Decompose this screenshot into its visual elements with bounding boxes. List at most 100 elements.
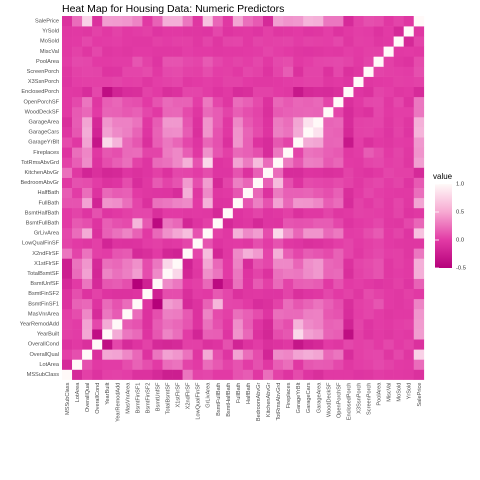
- heatmap-cell: [363, 197, 374, 209]
- heatmap-cell: [393, 36, 404, 47]
- heatmap-cell: [283, 167, 294, 178]
- heatmap-cell: [263, 329, 274, 340]
- heatmap-cell: [142, 46, 153, 57]
- heatmap-cell: [152, 187, 163, 199]
- heatmap-cell: [92, 268, 103, 279]
- heatmap-cell: [92, 46, 103, 57]
- heatmap-cell: [373, 96, 384, 108]
- heatmap-cell: [383, 86, 394, 98]
- heatmap-cell: [62, 197, 73, 209]
- heatmap-cell: [323, 369, 334, 380]
- heatmap-cell: [92, 96, 103, 108]
- heatmap-cell: [132, 258, 143, 269]
- heatmap-cell: [343, 56, 354, 67]
- heatmap-cell: [263, 106, 274, 118]
- heatmap-cell: [172, 36, 183, 47]
- heatmap-cell: [112, 298, 123, 310]
- heatmap-cell: [162, 228, 173, 239]
- y-tick-label: HalfBath: [38, 190, 59, 196]
- heatmap-cell: [132, 207, 143, 219]
- legend-ticks: 1.0 0.5 0.0 -0.5: [435, 182, 466, 272]
- heatmap-cell: [283, 288, 294, 300]
- heatmap-cell: [353, 16, 364, 27]
- heatmap-cell: [142, 197, 153, 209]
- heatmap-cell: [92, 106, 103, 118]
- heatmap-cell: [353, 177, 364, 188]
- heatmap-cell: [182, 258, 193, 269]
- heatmap-cell: [363, 106, 374, 118]
- heatmap-cell: [353, 106, 364, 118]
- heatmap-cell: [393, 117, 404, 128]
- heatmap-cell: [82, 268, 93, 279]
- heatmap-cell: [293, 278, 304, 289]
- heatmap-cell: [102, 298, 113, 310]
- heatmap-cell: [212, 228, 224, 239]
- heatmap-cell: [343, 329, 354, 340]
- heatmap-cell: [182, 207, 193, 219]
- heatmap-cell: [142, 359, 153, 370]
- heatmap-cell: [222, 117, 234, 128]
- heatmap-cell: [413, 308, 425, 320]
- heatmap-cell: [152, 258, 163, 269]
- heatmap-cell: [263, 339, 274, 350]
- heatmap-cell: [343, 177, 354, 188]
- heatmap-cell: [82, 96, 93, 108]
- heatmap-cell: [172, 349, 183, 360]
- heatmap-cell: [122, 86, 133, 98]
- heatmap-cell: [293, 66, 304, 77]
- heatmap-cell: [132, 369, 143, 380]
- heatmap-cell: [373, 147, 384, 158]
- heatmap-cell: [363, 228, 374, 239]
- heatmap-cell: [112, 218, 123, 229]
- heatmap-cell: [132, 106, 143, 118]
- heatmap-cell: [212, 106, 224, 118]
- heatmap-cell: [283, 359, 294, 370]
- y-tick-label: GarageArea: [29, 120, 60, 126]
- heatmap-cell: [242, 36, 254, 47]
- heatmap-cell: [293, 308, 304, 320]
- heatmap-cell: [232, 258, 244, 269]
- heatmap-cell: [353, 86, 364, 98]
- heatmap-cell: [252, 298, 264, 310]
- y-tick-label: X2ndFlrSF: [32, 251, 59, 257]
- x-tick-label: PoolArea: [377, 382, 383, 406]
- heatmap-cell: [343, 76, 354, 87]
- heatmap-cell: [373, 308, 384, 320]
- heatmap-cell: [293, 56, 304, 67]
- heatmap-cell: [92, 349, 103, 360]
- heatmap-cell: [343, 66, 354, 77]
- heatmap-cell: [242, 56, 254, 67]
- heatmap-cell: [283, 26, 294, 37]
- x-tick-label: HalfBath: [246, 383, 252, 404]
- heatmap-cell: [383, 127, 394, 138]
- heatmap-cell: [363, 288, 374, 300]
- heatmap-cell: [192, 258, 203, 269]
- heatmap-cell: [232, 248, 244, 259]
- heatmap-cell: [242, 258, 254, 269]
- heatmap-cell: [72, 106, 83, 118]
- heatmap-cell: [363, 238, 374, 249]
- heatmap-cell: [62, 167, 73, 178]
- heatmap-cell: [343, 167, 354, 178]
- heatmap-cell: [212, 127, 224, 138]
- heatmap-cell: [102, 66, 113, 77]
- heatmap-cell: [232, 66, 244, 77]
- heatmap-cell: [393, 288, 404, 300]
- heatmap-cell: [413, 207, 425, 219]
- heatmap-cell: [403, 258, 415, 269]
- heatmap-cell: [343, 26, 354, 37]
- heatmap-cell: [182, 46, 193, 57]
- heatmap-cell: [273, 369, 284, 380]
- heatmap-cell: [333, 76, 344, 87]
- heatmap-cell: [303, 137, 314, 148]
- heatmap-cell: [92, 187, 103, 199]
- heatmap-cell: [323, 46, 334, 57]
- heatmap-cell: [112, 76, 123, 87]
- heatmap-cell: [373, 36, 384, 47]
- heatmap-cell: [313, 319, 324, 330]
- heatmap-cell: [323, 238, 334, 249]
- x-tick-label: GarageArea: [316, 382, 322, 413]
- heatmap-cell: [242, 157, 254, 168]
- heatmap-cell: [283, 66, 294, 77]
- heatmap-cell: [263, 319, 274, 330]
